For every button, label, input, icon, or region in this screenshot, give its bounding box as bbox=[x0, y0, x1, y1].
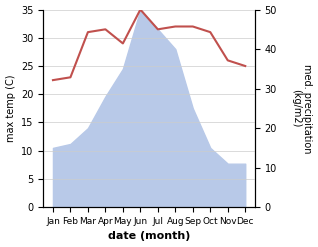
Y-axis label: max temp (C): max temp (C) bbox=[5, 75, 16, 142]
Y-axis label: med. precipitation
(kg/m2): med. precipitation (kg/m2) bbox=[291, 64, 313, 153]
X-axis label: date (month): date (month) bbox=[108, 231, 190, 242]
